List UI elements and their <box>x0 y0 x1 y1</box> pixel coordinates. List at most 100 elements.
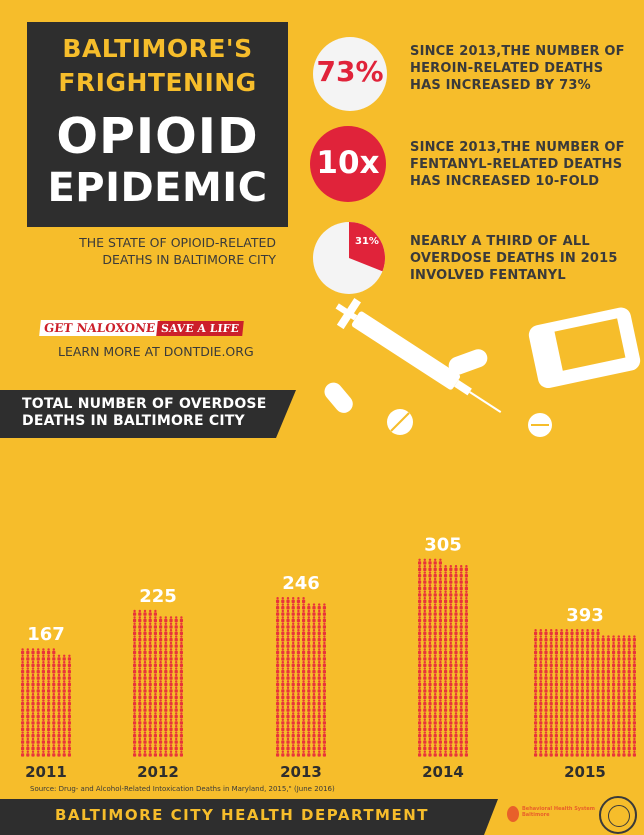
death-figure <box>565 654 569 661</box>
death-figure <box>52 731 56 738</box>
death-figure <box>21 737 25 744</box>
death-figure <box>575 731 579 738</box>
death-figure <box>174 705 178 712</box>
death-figure <box>575 641 579 648</box>
death-figure <box>57 712 61 719</box>
death-figure <box>26 693 30 699</box>
death-figure <box>418 667 422 674</box>
death-figure <box>433 737 437 744</box>
death-figure <box>438 629 442 635</box>
death-figure <box>464 737 468 744</box>
death-figure <box>281 725 285 731</box>
death-figure <box>169 744 173 751</box>
death-figure <box>549 654 553 661</box>
naloxone-badge[interactable]: GET NALOXONE SAVE A LIFE <box>39 317 244 336</box>
death-figure <box>36 661 40 667</box>
death-figure <box>21 673 25 680</box>
death-figure <box>454 750 458 757</box>
death-figure <box>26 712 30 719</box>
death-figure <box>307 712 311 719</box>
death-figure <box>444 737 448 744</box>
death-figure <box>138 661 142 667</box>
death-figure <box>138 744 142 751</box>
death-figure <box>47 725 51 731</box>
death-figure <box>606 654 610 661</box>
death-figure <box>143 629 147 635</box>
bar-2015 <box>534 629 636 757</box>
death-figure <box>459 673 463 680</box>
death-figure <box>449 565 453 571</box>
death-figure <box>433 750 437 757</box>
death-figure <box>138 750 142 757</box>
chart-title-line-1: TOTAL NUMBER OF OVERDOSE <box>22 396 267 412</box>
death-figure <box>159 667 163 674</box>
death-figure <box>322 654 326 661</box>
death-figure <box>454 693 458 699</box>
death-figure <box>539 725 543 731</box>
death-figure <box>322 629 326 635</box>
death-figure <box>459 744 463 751</box>
death-figure <box>312 629 316 635</box>
death-figure <box>423 699 427 706</box>
death-figure <box>164 731 168 738</box>
death-figure <box>464 750 468 757</box>
death-figure <box>438 744 442 751</box>
stat-heroin-line-3: HAS INCREASED BY 73% <box>410 78 591 93</box>
death-figure <box>560 712 564 719</box>
death-figure <box>433 673 437 680</box>
death-figure <box>554 705 558 712</box>
death-figure <box>560 725 564 731</box>
death-figure <box>580 686 584 693</box>
death-figure <box>428 558 432 565</box>
death-figure <box>317 629 321 635</box>
learn-more-link[interactable]: LEARN MORE AT DONTDIE.ORG <box>58 344 254 359</box>
death-figure <box>148 680 152 687</box>
death-figure <box>560 629 564 635</box>
death-figure <box>153 609 157 616</box>
death-figure <box>544 648 548 655</box>
death-figure <box>312 609 316 616</box>
death-figure <box>591 718 595 725</box>
death-figure <box>41 654 45 661</box>
death-figure <box>433 635 437 642</box>
death-figure <box>52 667 56 674</box>
death-figure <box>423 705 427 712</box>
death-figure <box>449 680 453 687</box>
death-figure <box>423 641 427 648</box>
death-figure <box>554 680 558 687</box>
death-figure <box>281 731 285 738</box>
death-figure <box>570 699 574 706</box>
death-figure <box>617 648 621 655</box>
death-figure <box>459 597 463 603</box>
death-figure <box>612 680 616 687</box>
death-figure <box>423 629 427 635</box>
death-figure <box>296 750 300 757</box>
death-figure <box>276 603 280 610</box>
death-figure <box>174 712 178 719</box>
death-figure <box>21 686 25 693</box>
death-figure <box>57 725 61 731</box>
death-figure <box>549 635 553 642</box>
death-figure <box>317 654 321 661</box>
death-figure <box>21 725 25 731</box>
death-figure <box>464 590 468 597</box>
chart-title: TOTAL NUMBER OF OVERDOSE DEATHS IN BALTI… <box>22 396 266 430</box>
death-figure <box>138 718 142 725</box>
death-figure <box>459 565 463 571</box>
death-figure <box>454 565 458 571</box>
death-figure <box>36 731 40 738</box>
bar-2012 <box>133 609 183 757</box>
death-figure <box>174 744 178 751</box>
death-figure <box>565 629 569 635</box>
death-figure <box>291 667 295 674</box>
death-figure <box>632 699 636 706</box>
death-figure <box>454 654 458 661</box>
death-figure <box>21 654 25 661</box>
death-figure <box>444 693 448 699</box>
death-figure <box>67 667 71 674</box>
death-figure <box>423 565 427 571</box>
death-figure <box>459 661 463 667</box>
death-figure <box>580 648 584 655</box>
death-figure <box>143 641 147 648</box>
death-figure <box>67 680 71 687</box>
